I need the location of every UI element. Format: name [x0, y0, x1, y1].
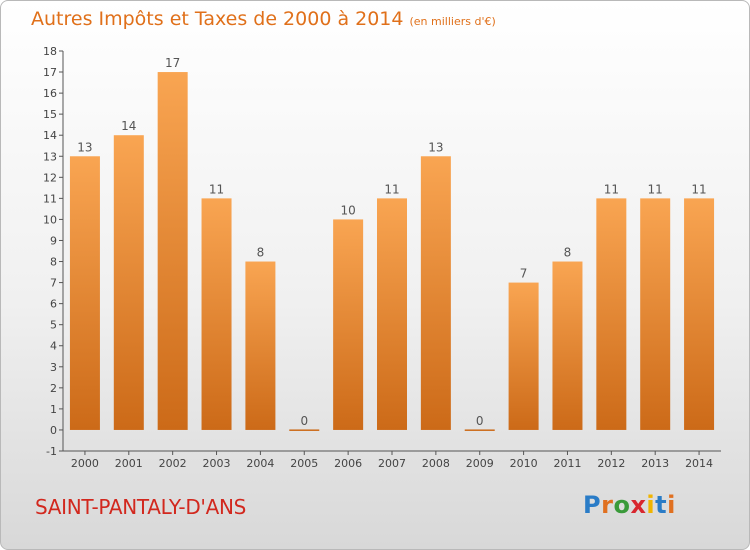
location-name: SAINT-PANTALY-D'ANS: [35, 495, 247, 519]
y-tick-label: 13: [43, 150, 57, 163]
x-tick-label: 2007: [378, 457, 406, 470]
x-tick-label: 2004: [246, 457, 274, 470]
y-tick-label: 16: [43, 87, 57, 100]
bar-value-label: 11: [691, 182, 706, 196]
bar: [684, 198, 715, 430]
y-tick-label: 8: [50, 256, 57, 269]
x-tick-label: 2005: [290, 457, 318, 470]
bar-value-label: 10: [340, 203, 355, 217]
logo-letter: i: [646, 491, 656, 519]
x-tick-label: 2008: [422, 457, 450, 470]
y-tick-label: 11: [43, 192, 57, 205]
bar-value-label: 11: [604, 182, 619, 196]
y-tick-label: 15: [43, 108, 57, 121]
bar: [377, 198, 407, 430]
bar: [245, 261, 276, 430]
bar-value-label: 11: [209, 182, 224, 196]
x-tick-label: 2014: [685, 457, 713, 470]
bar-value-label: 0: [476, 414, 484, 428]
logo-letter: i: [667, 491, 676, 519]
proxiti-logo[interactable]: Proxiti: [583, 491, 676, 519]
bar: [201, 198, 232, 430]
chart-header: Autres Impôts et Taxes de 2000 à 2014 (en…: [31, 8, 496, 30]
bar-value-label: 11: [648, 182, 663, 196]
chart-subtitle: (en milliers d'€): [409, 15, 496, 28]
x-tick-label: 2000: [71, 457, 99, 470]
y-tick-label: 2: [50, 382, 57, 395]
bar: [113, 135, 144, 430]
bar: [69, 156, 100, 430]
y-tick-label: 9: [50, 234, 57, 247]
y-tick-label: 18: [43, 45, 57, 58]
y-tick-label: -1: [46, 445, 57, 458]
logo-letter: t: [655, 491, 668, 519]
bar: [333, 219, 364, 430]
y-tick-label: 0: [50, 424, 57, 437]
chart-bars: [69, 72, 715, 431]
x-tick-label: 2013: [641, 457, 669, 470]
y-tick-label: 3: [50, 361, 57, 374]
x-tick-label: 2006: [334, 457, 362, 470]
logo-letter: x: [630, 491, 647, 519]
bar-value-label: 8: [564, 246, 572, 260]
bar: [420, 156, 451, 430]
chart-title: Autres Impôts et Taxes de 2000 à 2014: [31, 8, 404, 30]
bar-value-label: 13: [77, 140, 92, 154]
y-tick-label: 17: [43, 66, 57, 79]
logo-letter: r: [601, 491, 614, 519]
x-tick-label: 2003: [203, 457, 231, 470]
bar-value-label: 11: [384, 182, 399, 196]
bar: [157, 72, 188, 430]
bar-value-label: 13: [428, 140, 443, 154]
x-tick-label: 2009: [466, 457, 494, 470]
y-tick-label: 12: [43, 171, 57, 184]
y-tick-label: 1: [50, 403, 57, 416]
bar: [596, 198, 627, 430]
y-tick-label: 6: [50, 298, 57, 311]
x-tick-label: 2001: [115, 457, 143, 470]
bar-value-label: 14: [121, 119, 136, 133]
bar-value-label: 17: [165, 56, 180, 70]
bar: [552, 261, 583, 430]
x-tick-label: 2002: [159, 457, 187, 470]
y-tick-label: 5: [50, 319, 57, 332]
bar-value-label: 0: [300, 414, 308, 428]
bar: [640, 198, 671, 430]
x-tick-label: 2010: [510, 457, 538, 470]
x-tick-label: 2011: [553, 457, 581, 470]
logo-letter: P: [583, 491, 602, 519]
bar: [508, 282, 539, 430]
y-tick-label: 14: [43, 129, 57, 142]
bar: [289, 429, 320, 431]
logo-letter: o: [613, 491, 631, 519]
bar-value-label: 7: [520, 267, 528, 281]
chart-data-labels: 13 14 17 11 8 0 10 11 13 0 7 8 11 11 11: [77, 56, 706, 428]
y-tick-label: 4: [50, 340, 57, 353]
bar: [464, 429, 495, 431]
x-tick-label: 2012: [597, 457, 625, 470]
y-tick-label: 7: [50, 277, 57, 290]
y-tick-label: 10: [43, 213, 57, 226]
bar-value-label: 8: [257, 246, 265, 260]
